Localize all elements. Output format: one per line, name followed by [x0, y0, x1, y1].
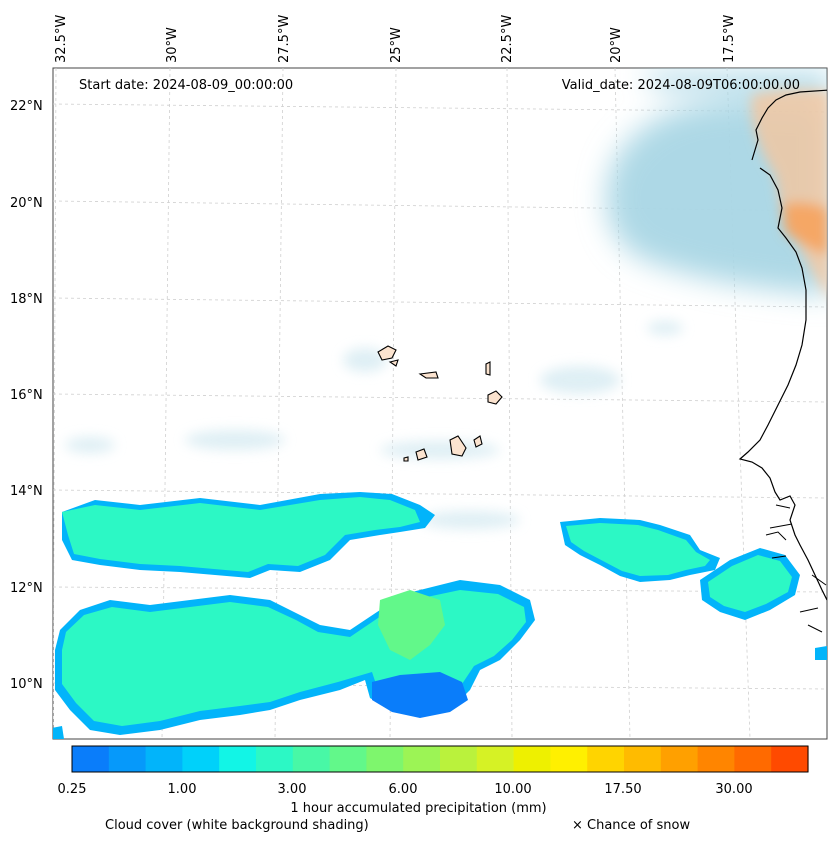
- gridline-lon: [726, 68, 751, 739]
- colorbar-cell: [72, 746, 110, 772]
- coastline-africa: [738, 89, 827, 601]
- island: [377, 345, 397, 361]
- precip-area: [815, 646, 827, 660]
- colorbar-cell: [366, 746, 404, 772]
- valid-date-label: Valid_date: 2024-08-09T06:00:00.00: [561, 78, 800, 93]
- colorbar-tick: 1.00: [168, 782, 197, 797]
- precip-area: [566, 523, 710, 576]
- cloud-cover-legend: Cloud cover (white background shading): [105, 818, 369, 833]
- island: [473, 435, 483, 448]
- island: [485, 361, 491, 376]
- colorbar: 0.25 1.00 3.00 6.00 10.00 17.50 30.00: [58, 745, 809, 797]
- island: [415, 448, 428, 461]
- cloud-patch: [185, 430, 285, 450]
- lat-label: 10°N: [10, 677, 43, 692]
- lat-label: 12°N: [10, 581, 43, 596]
- snow-legend: × Chance of snow: [572, 818, 691, 833]
- island: [418, 371, 439, 379]
- dust-core: [782, 202, 827, 255]
- colorbar-tick: 10.00: [494, 782, 531, 797]
- lat-label: 18°N: [10, 292, 43, 307]
- colorbar-tick: 30.00: [715, 782, 752, 797]
- island: [388, 359, 399, 367]
- colorbar-tick: 17.50: [604, 782, 641, 797]
- lat-label: 14°N: [10, 484, 43, 499]
- colorbar-cell: [660, 746, 699, 772]
- cloud-patch: [343, 348, 387, 372]
- colorbar-ticks: 0.25 1.00 3.00 6.00 10.00 17.50 30.00: [58, 782, 753, 797]
- lon-label: 32.5°W: [54, 15, 69, 63]
- colorbar-cell: [256, 746, 294, 772]
- cloud-patch: [420, 511, 520, 529]
- colorbar-cell: [734, 746, 772, 772]
- island: [449, 435, 467, 457]
- lon-label: 27.5°W: [277, 15, 292, 63]
- lat-label: 16°N: [10, 388, 43, 403]
- colorbar-cell: [550, 746, 588, 772]
- cape-verde-islands: [377, 345, 503, 462]
- lon-label: 20°W: [609, 27, 624, 63]
- cloud-patch: [380, 441, 500, 459]
- colorbar-cell: [624, 746, 662, 772]
- precip-core: [372, 672, 468, 718]
- precip-area: [708, 555, 792, 612]
- colorbar-cell: [697, 746, 735, 772]
- colorbar-cell: [145, 746, 183, 772]
- lon-label: 25°W: [389, 27, 404, 63]
- precip-area: [62, 497, 420, 572]
- gridline-lon: [614, 68, 631, 739]
- precip-area: [53, 726, 64, 739]
- longitude-labels: 32.5°W 30°W 27.5°W 25°W 22.5°W 20°W 17.5…: [54, 15, 737, 63]
- cloud-cover-faint: [65, 321, 683, 529]
- start-date-label: Start date: 2024-08-09_00:00:00: [79, 78, 294, 93]
- colorbar-title: 1 hour accumulated precipitation (mm): [290, 801, 547, 816]
- colorbar-cell: [440, 746, 478, 772]
- gridline-lon: [53, 68, 57, 739]
- colorbar-cell: [771, 746, 809, 772]
- colorbar-cell: [108, 746, 147, 772]
- dust-shading: [751, 88, 827, 296]
- lat-label: 20°N: [10, 196, 43, 211]
- colorbar-tick: 6.00: [389, 782, 418, 797]
- latitude-labels: 22°N 20°N 18°N 16°N 14°N 12°N 10°N: [10, 99, 43, 692]
- lon-label: 30°W: [165, 27, 180, 63]
- colorbar-cell: [513, 746, 551, 772]
- cloud-patch: [540, 366, 620, 394]
- island: [487, 390, 503, 405]
- colorbar-tick: 3.00: [278, 782, 307, 797]
- cloud-patch: [65, 437, 115, 453]
- lon-label: 17.5°W: [722, 15, 737, 63]
- precipitation-field: [53, 492, 827, 739]
- colorbar-frame: [71, 745, 809, 773]
- colorbar-cells: [72, 746, 809, 772]
- lon-label: 22.5°W: [500, 15, 515, 63]
- colorbar-cell: [292, 746, 331, 772]
- colorbar-cell: [476, 746, 515, 772]
- precip-core: [378, 590, 445, 660]
- coastline-detail: [765, 504, 827, 633]
- colorbar-cell: [587, 746, 625, 772]
- colorbar-cell: [403, 746, 441, 772]
- colorbar-cell: [182, 746, 220, 772]
- colorbar-cell: [329, 746, 367, 772]
- island: [403, 456, 409, 462]
- colorbar-cell: [219, 746, 257, 772]
- colorbar-tick: 0.25: [58, 782, 87, 797]
- lat-label: 22°N: [10, 99, 43, 114]
- cloud-patch: [647, 321, 683, 335]
